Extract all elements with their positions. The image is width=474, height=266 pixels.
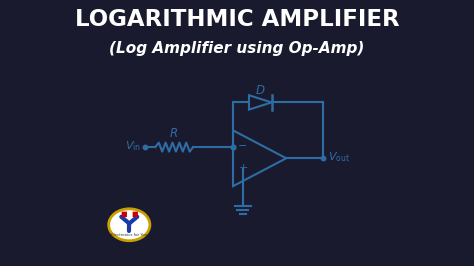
Text: $V_{\mathregular{in}}$: $V_{\mathregular{in}}$ [125,139,141,153]
Text: ■: ■ [120,211,127,217]
Text: (Log Amplifier using Op-Amp): (Log Amplifier using Op-Amp) [109,41,365,56]
Ellipse shape [109,209,150,241]
Text: $V_{\mathregular{out}}$: $V_{\mathregular{out}}$ [328,150,350,164]
Text: +: + [238,163,248,173]
Text: R: R [170,127,178,140]
Text: −: − [238,141,248,151]
Text: LOGARITHMIC AMPLIFIER: LOGARITHMIC AMPLIFIER [75,8,399,31]
Text: D: D [256,84,265,97]
Text: ■: ■ [132,211,138,217]
Text: Electronics for You: Electronics for You [111,233,147,237]
